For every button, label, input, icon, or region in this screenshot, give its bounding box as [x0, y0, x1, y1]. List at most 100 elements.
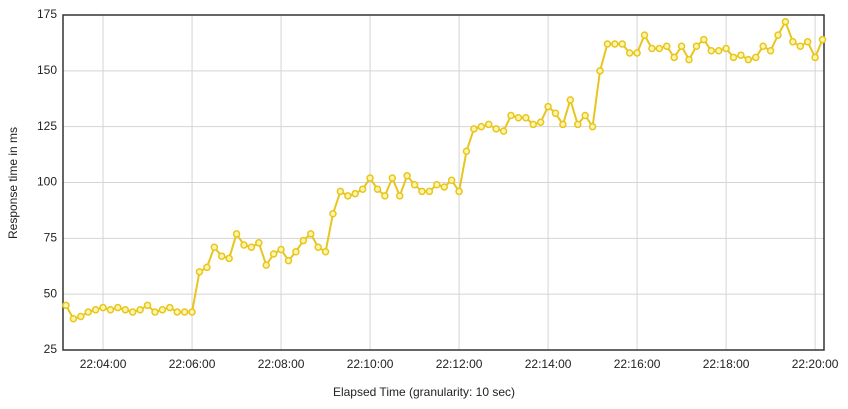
data-point: [366, 174, 374, 182]
data-point: [395, 192, 404, 200]
data-point: [373, 185, 382, 193]
data-point: [796, 42, 805, 51]
data-point: [692, 42, 701, 51]
data-point: [551, 109, 560, 118]
data-point: [603, 40, 612, 48]
data-point: [766, 46, 775, 55]
data-point: [106, 306, 115, 314]
x-tick-label: 22:20:00: [792, 357, 839, 371]
data-point: [292, 247, 300, 256]
data-point: [77, 312, 85, 321]
data-point: [299, 236, 308, 245]
data-point: [425, 187, 434, 196]
data-point: [596, 67, 604, 75]
data-point: [158, 306, 167, 314]
data-point: [62, 301, 70, 310]
data-point: [744, 55, 753, 64]
data-point: [507, 111, 515, 120]
data-point: [255, 239, 263, 247]
data-point: [618, 40, 627, 48]
y-tick-label: 100: [37, 175, 57, 189]
y-tick-label: 125: [37, 119, 57, 133]
data-point: [306, 230, 315, 238]
data-point: [388, 174, 397, 182]
data-point: [136, 306, 144, 314]
data-point: [633, 49, 641, 57]
data-point: [99, 303, 107, 312]
y-tick-label: 25: [44, 342, 58, 356]
data-point: [284, 256, 293, 265]
data-point: [232, 230, 241, 238]
data-point: [700, 35, 708, 44]
data-point: [247, 243, 256, 252]
x-tick-label: 22:08:00: [258, 357, 305, 371]
y-tick-label: 175: [37, 7, 57, 21]
y-tick-label: 75: [44, 231, 58, 245]
data-point: [418, 187, 426, 196]
data-point: [789, 38, 797, 46]
data-point: [492, 125, 500, 133]
data-point: [173, 308, 181, 316]
data-point: [121, 306, 130, 314]
data-point: [759, 42, 767, 51]
data-point: [559, 120, 567, 129]
data-point: [447, 176, 456, 185]
data-point: [499, 127, 508, 135]
data-point: [433, 180, 441, 189]
data-point: [536, 118, 545, 126]
data-point: [114, 303, 122, 312]
data-point: [410, 180, 419, 189]
data-point: [477, 122, 486, 131]
data-point: [91, 306, 100, 314]
data-point: [455, 187, 463, 196]
data-point: [640, 31, 649, 39]
data-point: [781, 17, 790, 26]
data-point: [677, 42, 686, 51]
data-point: [358, 185, 367, 193]
x-tick-label: 22:16:00: [614, 357, 661, 371]
data-point: [240, 241, 248, 249]
data-point: [752, 53, 760, 62]
data-point: [566, 96, 575, 104]
data-point: [470, 125, 478, 133]
data-point: [188, 308, 196, 316]
data-point: [344, 192, 352, 200]
data-point: [484, 120, 493, 129]
x-axis-label: Elapsed Time (granularity: 10 sec): [333, 385, 515, 399]
data-point: [522, 113, 530, 122]
data-point: [574, 120, 582, 129]
plot-frame: [62, 14, 825, 351]
data-point: [685, 55, 693, 64]
data-point: [818, 35, 827, 44]
data-point: [625, 49, 634, 57]
data-point: [269, 250, 278, 258]
x-tick-label: 22:10:00: [347, 357, 394, 371]
data-point: [381, 192, 389, 200]
y-axis-label: Response time in ms: [6, 127, 20, 239]
data-point: [462, 147, 471, 155]
x-tick-label: 22:18:00: [703, 357, 750, 371]
data-point: [403, 172, 411, 180]
data-point: [277, 245, 285, 254]
data-point: [440, 183, 448, 191]
data-point: [225, 254, 233, 263]
y-tick-label: 150: [37, 63, 57, 77]
data-point: [314, 243, 322, 252]
data-point: [203, 263, 211, 272]
data-point: [351, 189, 359, 198]
data-point: [321, 247, 330, 256]
data-point: [195, 268, 204, 276]
data-point: [84, 308, 92, 316]
data-point: [529, 120, 537, 129]
data-point: [336, 187, 345, 196]
data-point: [663, 42, 671, 51]
data-point: [588, 122, 597, 131]
data-point: [544, 102, 552, 111]
x-tick-label: 22:12:00: [436, 357, 483, 371]
data-point: [514, 113, 523, 122]
data-point: [648, 44, 656, 53]
data-point: [143, 301, 152, 310]
data-point: [722, 44, 730, 53]
data-point: [581, 111, 589, 120]
